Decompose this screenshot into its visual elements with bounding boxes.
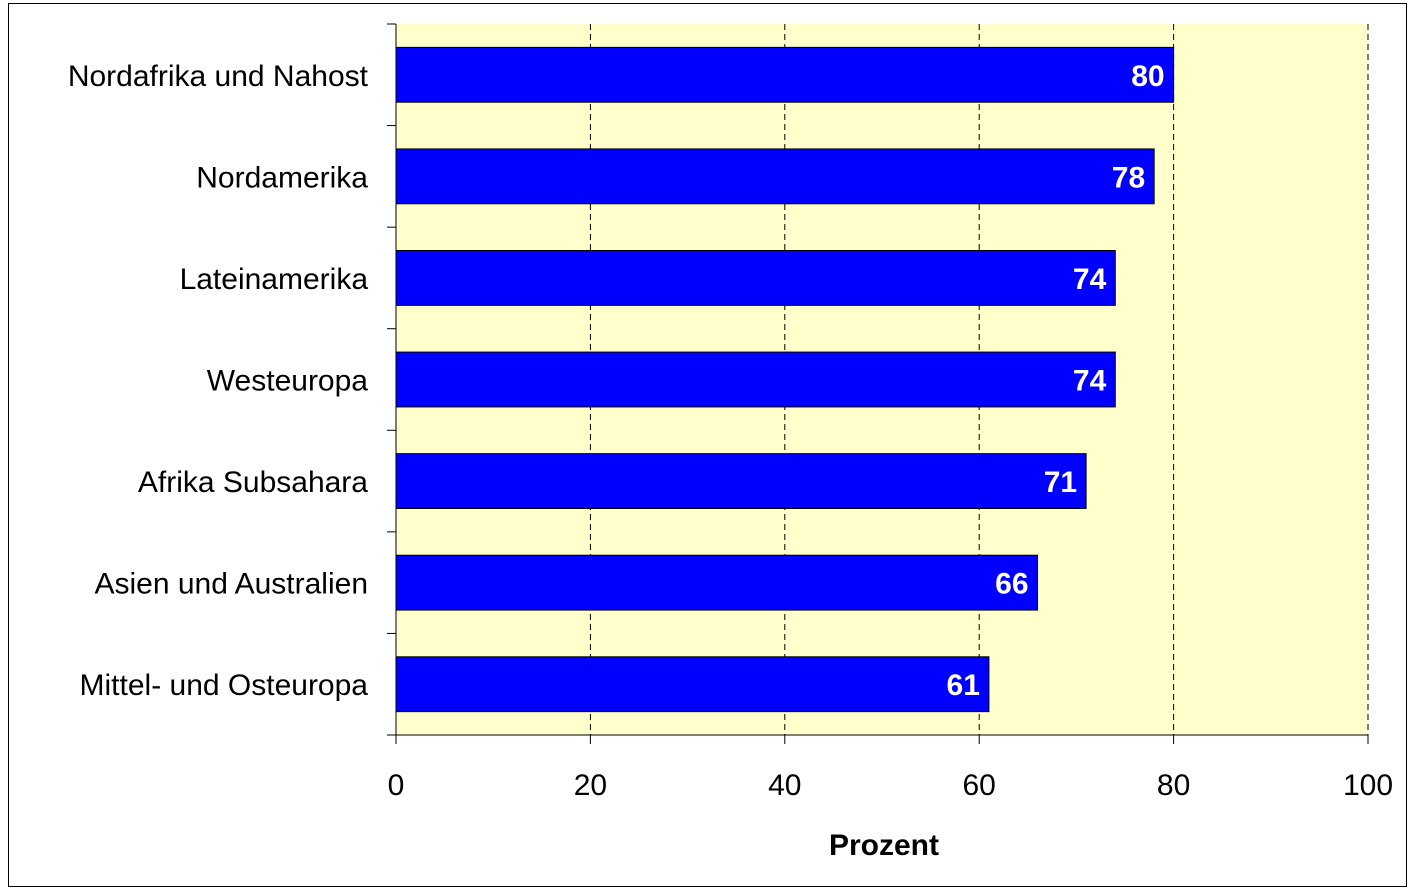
category-label-2: Lateinamerika bbox=[180, 263, 369, 296]
bar-2 bbox=[395, 250, 1116, 306]
chart-frame: 80 Nordafrika und Nahost 78 Nordamerika 74 La… bbox=[8, 3, 1407, 887]
x-tick-label-0: 0 bbox=[388, 769, 405, 802]
data-label-1: 78 bbox=[1112, 161, 1145, 194]
bar-6 bbox=[395, 656, 990, 713]
data-label-4: 71 bbox=[1044, 466, 1077, 499]
data-label-6: 61 bbox=[947, 669, 980, 702]
bar-1 bbox=[395, 148, 1155, 205]
labels-group: 80 Nordafrika und Nahost 78 Nordamerika 74 La… bbox=[68, 60, 1393, 802]
x-tick-label-40: 40 bbox=[768, 769, 801, 802]
x-tick-label-20: 20 bbox=[574, 769, 607, 802]
data-label-3: 74 bbox=[1073, 365, 1107, 398]
x-axis-title: Prozent bbox=[829, 829, 939, 862]
category-label-3: Westeuropa bbox=[207, 365, 369, 398]
bars-group bbox=[395, 46, 1175, 713]
bar-0 bbox=[395, 46, 1175, 103]
data-label-2: 74 bbox=[1073, 263, 1107, 296]
axes-group bbox=[387, 23, 1369, 744]
category-label-5: Asien und Australien bbox=[94, 568, 368, 601]
bar-4 bbox=[395, 453, 1087, 509]
data-label-5: 66 bbox=[995, 568, 1028, 601]
x-tick-label-80: 80 bbox=[1157, 769, 1190, 802]
data-label-0: 80 bbox=[1131, 60, 1164, 93]
bar-3 bbox=[395, 351, 1116, 408]
bar-5 bbox=[395, 554, 1039, 611]
category-label-6: Mittel- und Osteuropa bbox=[80, 669, 369, 702]
category-label-4: Afrika Subsahara bbox=[138, 466, 368, 499]
x-tick-label-100: 100 bbox=[1343, 769, 1393, 802]
category-label-0: Nordafrika und Nahost bbox=[68, 60, 369, 93]
x-tick-label-60: 60 bbox=[963, 769, 996, 802]
bar-chart: 80 Nordafrika und Nahost 78 Nordamerika 74 La… bbox=[68, 23, 1393, 862]
category-label-1: Nordamerika bbox=[196, 161, 368, 194]
